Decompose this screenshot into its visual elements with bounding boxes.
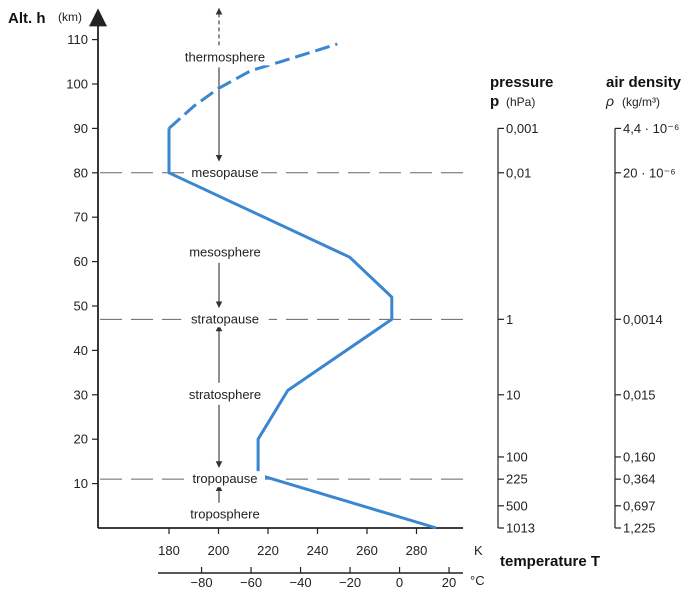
layer-label-bg (177, 49, 273, 66)
pressure-axis-unit: (hPa) (506, 95, 535, 109)
layer-label-text: tropopause (192, 471, 257, 486)
x-unit-celsius: °C (470, 573, 485, 588)
x-tick-label-kelvin: 280 (406, 543, 428, 558)
x-ticks-celsius: −80 −60 −40 −20 0 20 (191, 567, 456, 589)
pressure-axis-symbol: p (490, 93, 499, 110)
layer-names: thermosphere mesopause mesosphere stratopau… (177, 49, 273, 523)
x-axis-label: temperature T (500, 553, 600, 570)
temperature-line (167, 128, 437, 530)
layer-label-bg (181, 506, 269, 523)
pressure-tick-label: 10 (506, 387, 520, 402)
layer-label-text: mesopause (191, 165, 258, 180)
y-tick-label: 60 (74, 254, 88, 269)
density-tick-label: 0,160 (623, 449, 656, 464)
layer-label-text: mesosphere (189, 245, 261, 260)
x-tick-label-celsius: −40 (290, 575, 312, 589)
x-tick-label-kelvin: 240 (307, 543, 329, 558)
x-tick-label-celsius: −60 (240, 575, 262, 589)
pressure-tick-label: 225 (506, 472, 528, 487)
layer-label-text: troposphere (190, 507, 259, 522)
density-tick-label: 20 · 10⁻⁶ (623, 165, 676, 180)
pressure-tick-label: 1013 (506, 521, 535, 536)
density-tick-label: 0,364 (623, 472, 656, 487)
y-tick-label: 40 (74, 343, 88, 358)
density-axis-title: air density (606, 74, 682, 91)
layer-label-text: stratosphere (189, 387, 261, 402)
y-tick-label: 30 (74, 387, 88, 402)
layer-label-thermosphere: thermosphere (177, 49, 273, 66)
y-tick-label: 50 (74, 299, 88, 314)
layer-label-tropopause: tropopause (185, 471, 265, 488)
x-tick-label-kelvin: 260 (356, 543, 378, 558)
layer-label-troposphere: troposphere (181, 506, 269, 523)
y-tick-label: 100 (66, 77, 88, 92)
temperature-profile (167, 42, 437, 530)
layer-label-bg (185, 244, 265, 261)
y-axis-label: Alt. h (8, 10, 46, 27)
pressure-axis-title: pressure (490, 74, 553, 91)
y-ticks: 10 20 30 40 50 60 70 80 90 100 110 (66, 32, 98, 491)
x-tick-label-kelvin: 220 (257, 543, 279, 558)
y-tick-label: 90 (74, 121, 88, 136)
y-tick-label: 110 (67, 32, 88, 47)
density-tick-label: 0,0014 (623, 312, 663, 327)
density-tick-label: 4,4 · 10⁻⁶ (623, 121, 679, 136)
x-tick-label-celsius: −80 (191, 575, 213, 589)
x-unit-kelvin: K (474, 543, 483, 558)
y-tick-label: 80 (74, 165, 88, 180)
density-tick-label: 0,697 (623, 498, 656, 513)
x-tick-label-celsius: 0 (396, 575, 403, 589)
pressure-axis: 0,001 0,01 1 10 100 225 500 1013 (497, 121, 539, 536)
temperature-line-dashed (167, 42, 338, 130)
layer-label-mesosphere: mesosphere (185, 244, 265, 261)
boundary-lines (100, 172, 466, 480)
layer-label-text: stratopause (191, 311, 259, 326)
layer-label-text: thermosphere (185, 49, 265, 64)
y-tick-label: 70 (74, 210, 88, 225)
layer-label-bg (185, 471, 265, 488)
x-tick-label-celsius: −20 (339, 575, 361, 589)
layer-label-bg (177, 386, 273, 403)
layer-label-stratopause: stratopause (181, 311, 269, 328)
pressure-tick-label: 0,01 (506, 165, 531, 180)
pressure-tick-label: 500 (506, 498, 528, 513)
layer-label-stratosphere: stratosphere (177, 386, 273, 403)
x-tick-label-celsius: 20 (442, 575, 456, 589)
x-tick-label-kelvin: 180 (158, 543, 180, 558)
density-tick-label: 0,015 (623, 387, 656, 402)
pressure-tick-label: 0,001 (506, 121, 539, 136)
y-axis-unit: (km) (58, 10, 82, 24)
pressure-tick-label: 100 (506, 449, 528, 464)
layer-label-mesopause: mesopause (188, 164, 262, 181)
layer-label-bg (188, 164, 262, 181)
y-tick-label: 10 (74, 476, 88, 491)
layer-label-bg (181, 311, 269, 328)
y-tick-label: 20 (74, 432, 88, 447)
pressure-tick-label: 1 (506, 312, 513, 327)
density-axis: 4,4 · 10⁻⁶ 20 · 10⁻⁶ 0,0014 0,015 0,160 0,364… (614, 121, 679, 536)
density-tick-label: 1,225 (623, 521, 656, 536)
x-tick-label-kelvin: 200 (208, 543, 230, 558)
density-axis-unit: (kg/m³) (622, 95, 660, 109)
x-ticks-kelvin: 180 200 220 240 260 280 (158, 528, 427, 558)
density-axis-symbol: ρ (605, 93, 614, 109)
